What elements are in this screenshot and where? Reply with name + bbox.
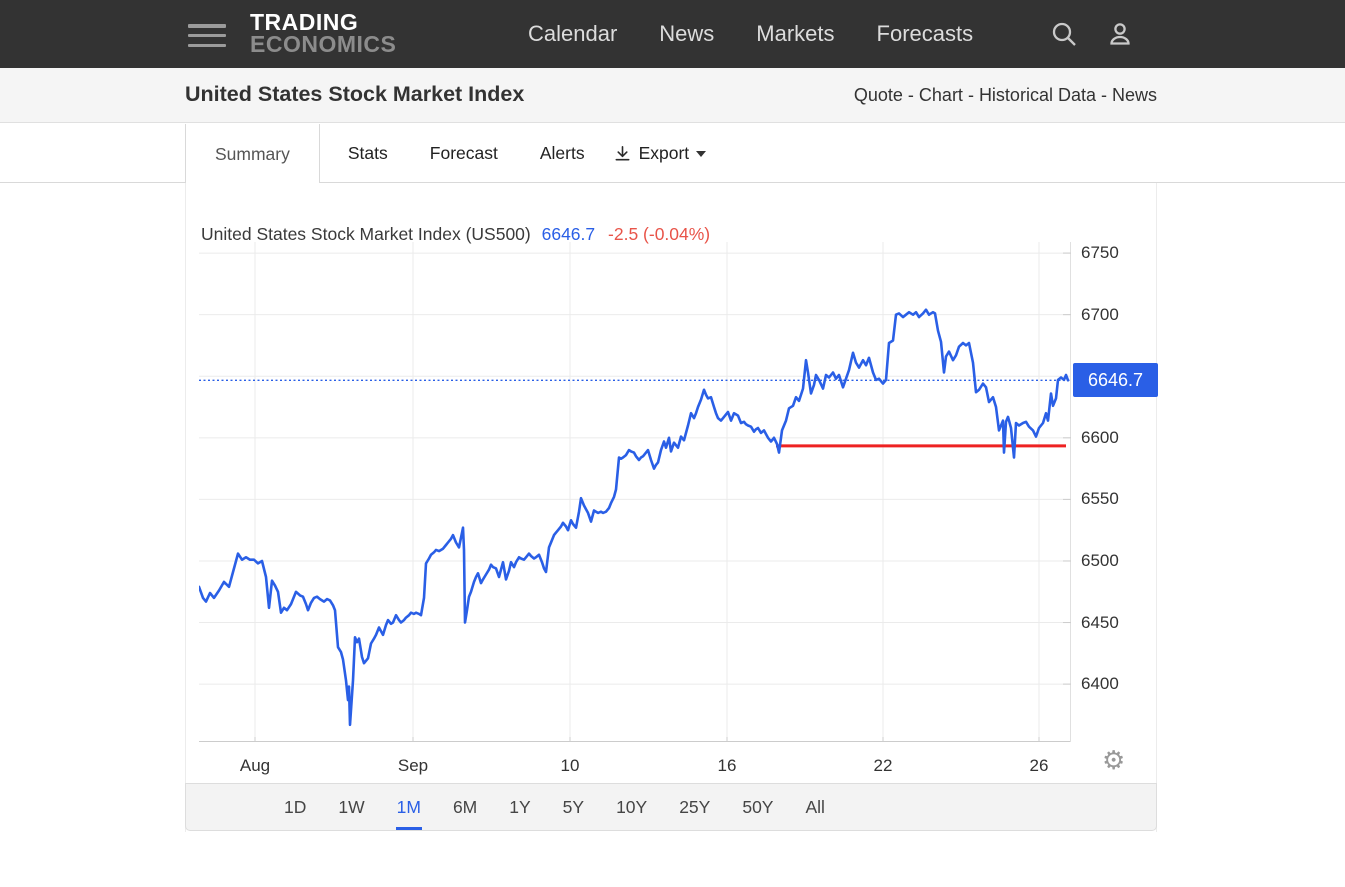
nav-item-forecasts[interactable]: Forecasts xyxy=(876,21,974,46)
y-axis-label: 6550 xyxy=(1081,489,1119,509)
tab-forecast[interactable]: Forecast xyxy=(429,142,498,163)
range-button-1y[interactable]: 1Y xyxy=(508,784,531,830)
plot-area[interactable] xyxy=(199,242,1071,742)
chevron-down-icon xyxy=(696,151,707,157)
brand-logo[interactable]: TRADING ECONOMICS xyxy=(250,9,397,57)
x-axis-label: Aug xyxy=(239,756,271,775)
x-axis-label: 10 xyxy=(560,756,580,775)
search-icon[interactable] xyxy=(1050,20,1078,48)
x-axis-label: 22 xyxy=(873,756,893,775)
price-line-series xyxy=(199,308,1070,727)
tab-stats[interactable]: Stats xyxy=(347,142,388,163)
header-link-quote[interactable]: Quote xyxy=(853,85,903,105)
chart-title-price: 6646.7 xyxy=(541,224,596,244)
tab-export[interactable]: Export xyxy=(613,124,707,182)
tabs-row: Summary Stats Forecast Alerts Export xyxy=(0,124,1345,184)
chart-title-change: -2.5 (-0.04%) xyxy=(608,224,711,244)
page-title: United States Stock Market Index xyxy=(185,82,525,106)
y-axis-label: 6700 xyxy=(1081,304,1119,324)
chart-settings-gear-icon[interactable]: ⚙ xyxy=(1102,745,1126,775)
chart-card: United States Stock Market Index (US500)… xyxy=(185,183,1158,832)
range-button-1d[interactable]: 1D xyxy=(283,784,307,830)
tab-alerts[interactable]: Alerts xyxy=(539,142,585,163)
current-price-badge: 6646.7 xyxy=(1073,363,1158,398)
range-button-6m[interactable]: 6M xyxy=(452,784,478,830)
range-button-50y[interactable]: 50Y xyxy=(741,784,774,830)
nav-links: Calendar News Markets Forecasts xyxy=(528,0,973,68)
brand-line2: ECONOMICS xyxy=(250,31,397,57)
title-bar: United States Stock Market Index Quote -… xyxy=(0,68,1345,123)
y-axis-label: 6600 xyxy=(1081,427,1119,447)
header-link-chart[interactable]: Chart xyxy=(918,85,963,105)
tab-summary[interactable]: Summary xyxy=(185,124,320,184)
nav-item-news[interactable]: News xyxy=(659,21,715,46)
link-separator: - xyxy=(962,85,979,105)
link-separator: - xyxy=(902,85,919,105)
chart-title-symbol: United States Stock Market Index (US500) xyxy=(201,224,531,244)
nav-icons xyxy=(1050,0,1134,68)
range-button-25y[interactable]: 25Y xyxy=(678,784,711,830)
x-axis-label: 26 xyxy=(1029,756,1049,775)
y-axis-label: 6500 xyxy=(1081,550,1119,570)
link-separator: - xyxy=(1095,85,1112,105)
export-label: Export xyxy=(638,142,690,163)
header-link-news[interactable]: News xyxy=(1111,85,1157,105)
x-axis-label: Sep xyxy=(397,756,429,775)
range-button-10y[interactable]: 10Y xyxy=(615,784,648,830)
y-axis-label: 6450 xyxy=(1081,612,1119,632)
y-axis-label: 6400 xyxy=(1081,674,1119,694)
range-button-1w[interactable]: 1W xyxy=(337,784,365,830)
x-axis-label: 16 xyxy=(717,756,737,775)
nav-item-calendar[interactable]: Calendar xyxy=(528,21,618,46)
range-button-5y[interactable]: 5Y xyxy=(562,784,585,830)
header-link-historical-data[interactable]: Historical Data xyxy=(978,85,1096,105)
tabs-spacer xyxy=(0,124,185,182)
download-icon xyxy=(615,145,630,160)
chart-title: United States Stock Market Index (US500)… xyxy=(201,224,710,245)
range-button-1m[interactable]: 1M xyxy=(396,784,422,830)
hamburger-menu-icon[interactable] xyxy=(188,24,226,47)
user-icon[interactable] xyxy=(1106,20,1134,48)
brand-line1: TRADING xyxy=(250,9,359,35)
range-selector: 1D 1W 1M 6M 1Y 5Y 10Y 25Y 50Y All xyxy=(185,783,1157,831)
nav-item-markets[interactable]: Markets xyxy=(756,21,835,46)
y-axis-label: 6750 xyxy=(1081,243,1119,263)
quote-links: Quote - Chart - Historical Data - News xyxy=(854,85,1157,106)
top-navbar: TRADING ECONOMICS Calendar News Markets For… xyxy=(0,0,1345,68)
range-button-all[interactable]: All xyxy=(804,784,825,830)
